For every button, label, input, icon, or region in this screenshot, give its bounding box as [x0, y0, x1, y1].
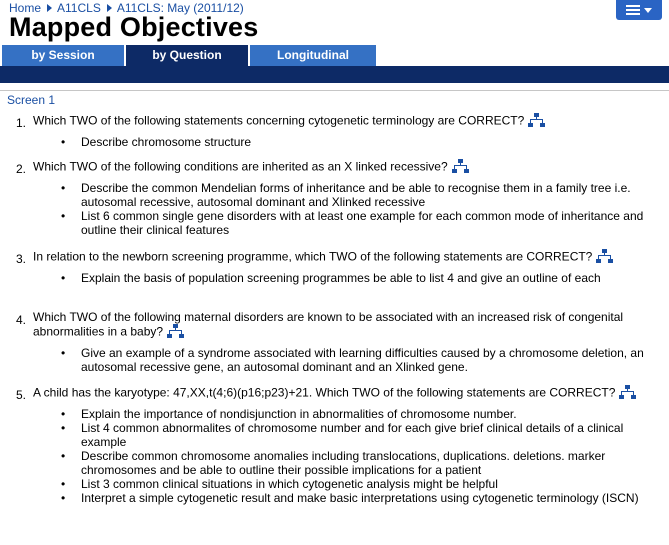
tab-underline-bar: [0, 66, 669, 83]
page-title: Mapped Objectives: [9, 12, 259, 42]
breadcrumb-separator-icon: [106, 3, 112, 12]
objective-item: Give an example of a syndrome associated…: [61, 346, 662, 374]
question-item: 2. Which TWO of the following conditions…: [12, 159, 662, 237]
hierarchy-icon[interactable]: [167, 324, 185, 341]
objective-item: List 6 common single gene disorders with…: [61, 209, 662, 237]
hierarchy-icon[interactable]: [596, 249, 614, 266]
screen-label: Screen 1: [7, 93, 56, 107]
question-number: 5.: [15, 388, 26, 402]
hierarchy-icon[interactable]: [619, 385, 637, 402]
hamburger-menu-icon: [626, 5, 640, 15]
breadcrumb-home-link[interactable]: Home: [9, 1, 42, 15]
tab-by-question[interactable]: by Question: [126, 45, 248, 66]
question-item: 1. Which TWO of the following statements…: [12, 113, 662, 149]
objective-list: Describe the common Mendelian forms of i…: [12, 181, 662, 237]
question-number: 1.: [15, 116, 26, 130]
question-number: 4.: [15, 313, 26, 327]
hierarchy-icon[interactable]: [451, 159, 469, 176]
question-number: 3.: [15, 252, 26, 266]
hierarchy-icon[interactable]: [528, 113, 546, 130]
objectives-panel: Screen 1 1. Which TWO of the following s…: [0, 90, 669, 545]
menu-button[interactable]: [616, 0, 662, 20]
tab-by-session[interactable]: by Session: [2, 45, 124, 66]
objective-list: Explain the importance of nondisjunction…: [12, 407, 662, 505]
objective-item: Explain the basis of population screenin…: [61, 271, 662, 285]
objective-item: Interpret a simple cytogenetic result an…: [61, 491, 662, 505]
question-number: 2.: [15, 162, 26, 176]
objective-list: Explain the basis of population screenin…: [12, 271, 662, 285]
question-text: Which TWO of the following conditions ar…: [33, 159, 448, 174]
objective-item: List 4 common abnormalites of chromosome…: [61, 421, 662, 449]
question-item: 4. Which TWO of the following maternal d…: [12, 310, 662, 374]
breadcrumb-separator-icon: [47, 3, 53, 12]
question-item: 3. In relation to the newborn screening …: [12, 249, 662, 285]
objective-list: Describe chromosome structure: [12, 135, 662, 149]
objective-item: Describe common chromosome anomalies inc…: [61, 449, 662, 477]
breadcrumb-exam-link[interactable]: A11CLS: May (2011/12): [116, 1, 244, 15]
breadcrumb-course-link[interactable]: A11CLS: [57, 1, 101, 15]
question-text: Which TWO of the following maternal diso…: [33, 310, 624, 339]
question-text: Which TWO of the following statements co…: [33, 113, 525, 128]
question-text: A child has the karyotype: 47,XX,t(4;6)(…: [33, 385, 616, 400]
breadcrumb: Home A11CLS A11CLS: May (2011/12): [9, 1, 244, 15]
tab-bar: by Session by Question Longitudinal: [2, 45, 378, 66]
question-text: In relation to the newborn screening pro…: [33, 249, 593, 264]
question-item: 5. A child has the karyotype: 47,XX,t(4;…: [12, 385, 662, 505]
objective-item: Explain the importance of nondisjunction…: [61, 407, 662, 421]
objective-item: Describe chromosome structure: [61, 135, 662, 149]
objective-list: Give an example of a syndrome associated…: [12, 346, 662, 374]
objective-item: List 3 common clinical situations in whi…: [61, 477, 662, 491]
caret-down-icon: [644, 7, 652, 13]
objective-item: Describe the common Mendelian forms of i…: [61, 181, 662, 209]
tab-longitudinal[interactable]: Longitudinal: [250, 45, 376, 66]
